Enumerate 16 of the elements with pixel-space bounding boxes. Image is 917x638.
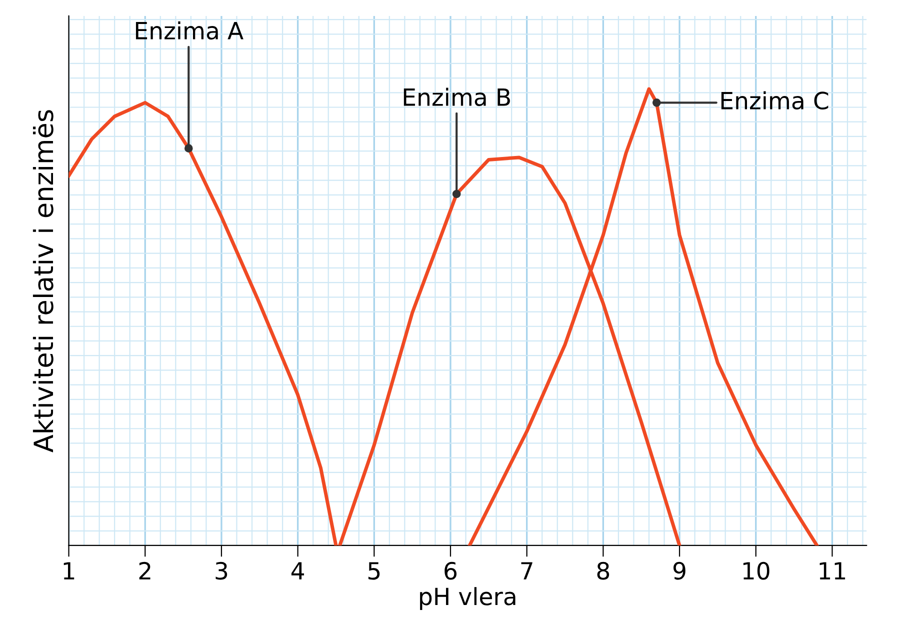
x-tick-label: 6 [444, 562, 457, 580]
x-tick-label: 10 [743, 562, 770, 580]
annotation: Enzima B [404, 88, 510, 106]
x-tick-label: 9 [674, 562, 686, 580]
x-axis-title: pH vlera [420, 587, 516, 610]
x-tick-label: 1 [64, 562, 74, 580]
x-tick-label: 5 [368, 562, 380, 580]
annotation: Enzima C [721, 91, 828, 110]
x-tick-label: 7 [521, 562, 532, 580]
y-axis-title: Aktiviteti relativ i enzimës [32, 110, 54, 452]
x-tick-label: 2 [139, 562, 150, 580]
x-tick-label: 8 [597, 562, 610, 580]
annotation: Enzima A [136, 21, 244, 40]
x-tick-label: 11 [820, 562, 846, 580]
x-tick-label: 4 [291, 562, 304, 580]
x-tick-label: 3 [216, 562, 228, 580]
